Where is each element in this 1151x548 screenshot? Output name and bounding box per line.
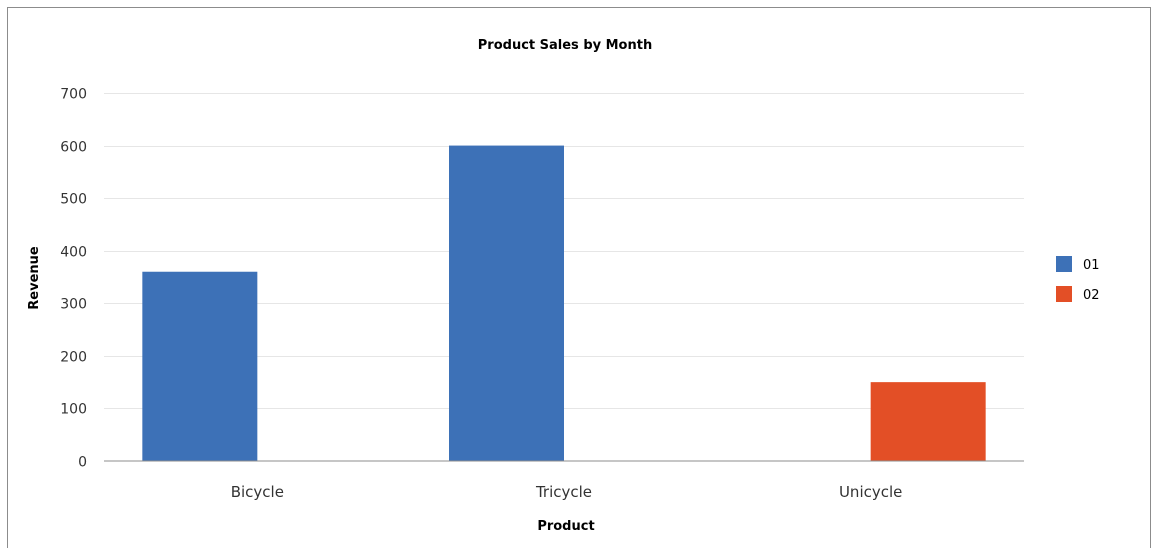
y-tick-label: 0 (78, 455, 87, 471)
legend-label: 02 (1083, 288, 1100, 303)
y-axis-ticks: 0 100 200 300 400 500 600 700 (60, 87, 87, 471)
legend: 01 02 (1056, 256, 1100, 303)
legend-swatch-01 (1056, 256, 1072, 272)
chart-title: Product Sales by Month (478, 38, 652, 53)
x-tick-label: Tricycle (535, 483, 592, 501)
y-tick-label: 200 (60, 350, 87, 366)
y-tick-label: 600 (60, 140, 87, 156)
x-tick-label: Unicycle (839, 483, 902, 501)
y-tick-label: 400 (60, 245, 87, 261)
legend-label: 01 (1083, 258, 1100, 273)
y-axis-title: Revenue (27, 246, 42, 310)
bar-01-bicycle (142, 271, 258, 461)
y-tick-label: 100 (60, 402, 87, 418)
x-axis-ticks: Bicycle Tricycle Unicycle (231, 483, 903, 501)
bar-02-unicycle (870, 382, 986, 461)
x-tick-label: Bicycle (231, 483, 284, 501)
y-tick-label: 300 (60, 297, 87, 313)
bars (142, 145, 986, 462)
bar-01-tricycle (449, 145, 564, 462)
legend-swatch-02 (1056, 286, 1072, 302)
y-tick-label: 500 (60, 192, 87, 208)
y-tick-label: 700 (60, 87, 87, 103)
x-axis-title: Product (537, 519, 594, 534)
